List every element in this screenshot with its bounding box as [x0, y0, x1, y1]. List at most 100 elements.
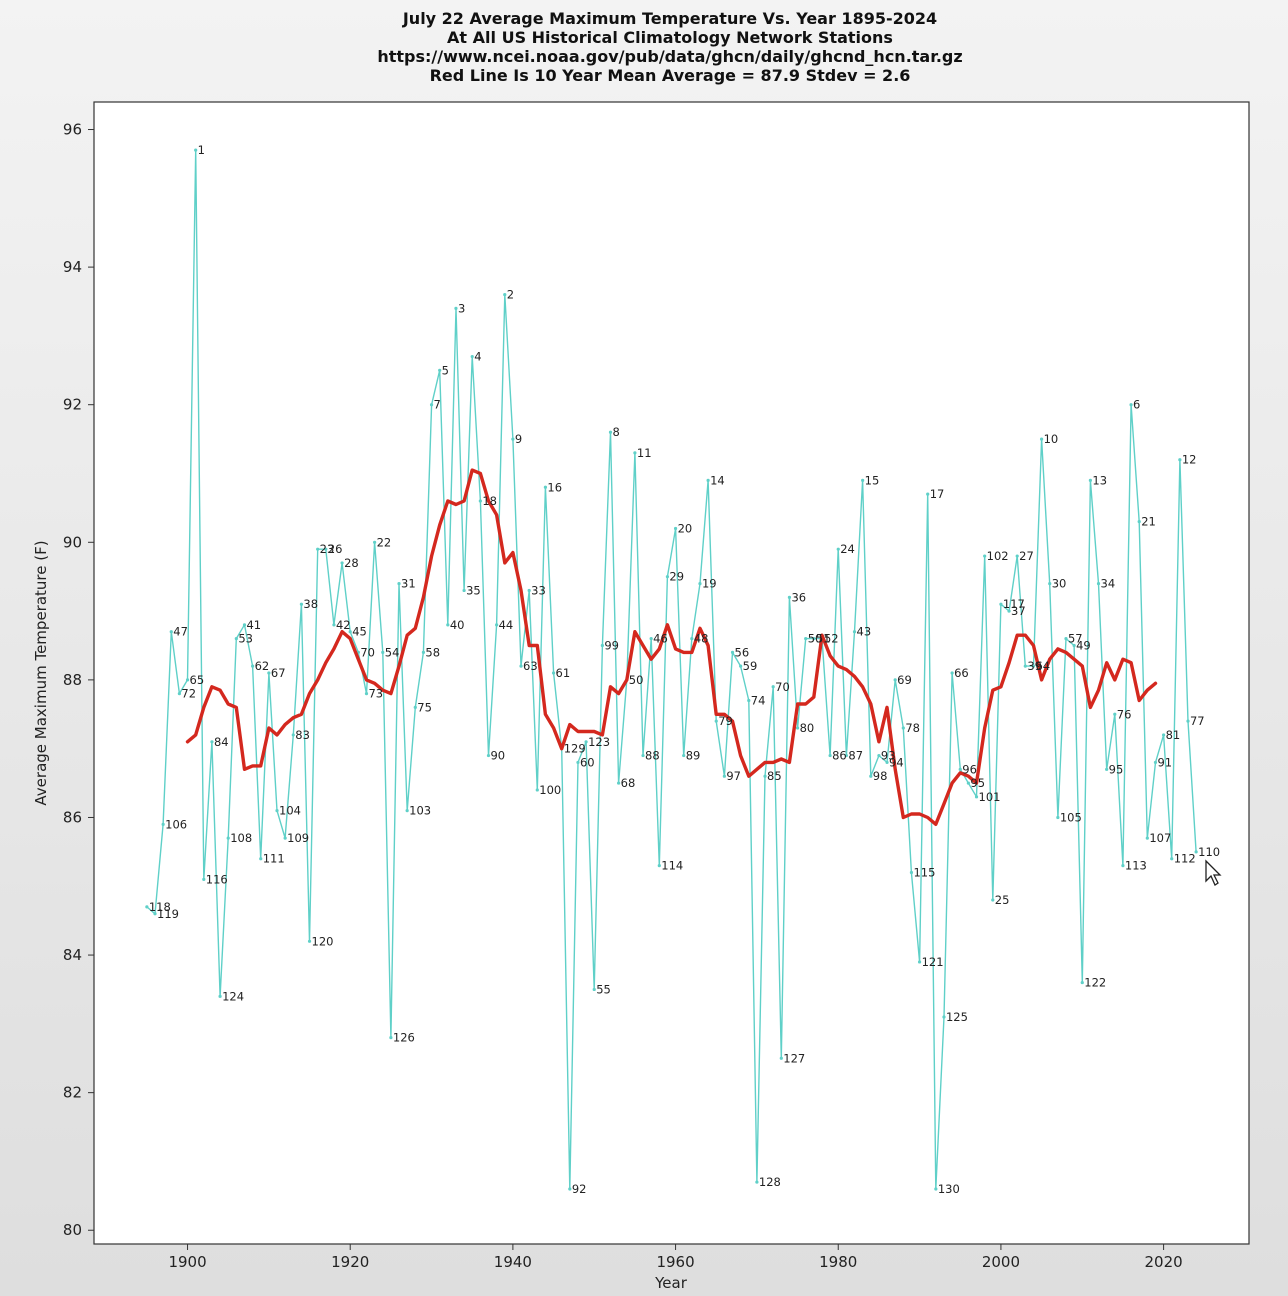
point-rank-label: 6: [1133, 398, 1140, 412]
point-rank-label: 95: [970, 776, 985, 790]
point-rank-label: 89: [686, 749, 701, 763]
series-line-daily-max: [146, 149, 1197, 1190]
point-rank-label: 93: [881, 749, 896, 763]
data-point: [861, 478, 865, 482]
point-rank-label: 122: [1084, 976, 1106, 990]
data-point: [316, 547, 320, 551]
point-rank-label: 42: [336, 618, 351, 632]
data-point: [1056, 815, 1060, 820]
data-point: [421, 650, 426, 654]
point-rank-label: 92: [572, 1182, 587, 1196]
point-rank-label: 43: [857, 625, 872, 639]
data-point: [177, 692, 182, 696]
data-point: [877, 753, 881, 758]
data-point: [1178, 458, 1182, 462]
point-rank-label: 62: [255, 659, 270, 673]
point-rank-label: 105: [1060, 810, 1082, 824]
data-point: [617, 781, 621, 785]
point-rank-label: 14: [710, 473, 725, 487]
data-point: [974, 795, 979, 799]
point-rank-label: 81: [1166, 728, 1181, 742]
point-rank-label: 104: [279, 804, 301, 818]
point-rank-label: 56: [735, 645, 750, 659]
point-rank-label: 20: [678, 522, 693, 536]
y-tick-label: 82: [63, 1084, 82, 1102]
title-line-3: https://www.ncei.noaa.gov/pub/data/ghcn/…: [377, 47, 962, 66]
x-axis-label: Year: [654, 1274, 688, 1292]
data-point: [185, 678, 190, 682]
daily-max-series: [145, 148, 1198, 1191]
data-point: [234, 637, 238, 641]
data-point: [1105, 767, 1109, 771]
point-rank-label: 58: [425, 645, 440, 659]
point-rank-label: 69: [897, 673, 912, 687]
point-rank-label: 97: [726, 769, 741, 783]
point-rank-label: 29: [669, 570, 684, 584]
point-rank-label: 26: [328, 542, 343, 556]
point-rank-label: 90: [490, 749, 505, 763]
point-rank-label: 96: [962, 762, 977, 776]
y-tick-label: 90: [63, 533, 82, 551]
data-point: [291, 733, 295, 737]
data-point: [454, 306, 458, 310]
point-rank-label: 77: [1190, 714, 1205, 728]
data-point: [340, 561, 344, 565]
point-rank-label: 4: [474, 350, 481, 364]
point-rank-label: 44: [499, 618, 514, 632]
x-tick-label: 1920: [331, 1253, 369, 1271]
data-point: [917, 960, 922, 964]
data-point: [226, 836, 230, 840]
data-point: [210, 740, 214, 744]
point-rank-label: 66: [954, 666, 969, 680]
point-rank-label: 57: [1068, 632, 1083, 646]
data-point: [503, 293, 507, 297]
x-axis: 1900 1920 1940 1960 1980 2000 2020: [168, 1244, 1183, 1271]
point-rank-label: 21: [1141, 515, 1156, 529]
point-rank-label: 74: [751, 694, 766, 708]
data-point: [348, 630, 352, 634]
point-rank-label: 111: [263, 852, 285, 866]
point-rank-label: 84: [214, 735, 229, 749]
data-point: [787, 595, 792, 599]
y-tick-label: 86: [63, 808, 82, 826]
data-point: [1194, 850, 1198, 854]
point-rank-label: 80: [800, 721, 815, 735]
data-point: [649, 637, 653, 641]
point-rank-label: 53: [238, 632, 253, 646]
point-rank-label: 13: [1092, 473, 1107, 487]
point-rank-label: 76: [1117, 707, 1132, 721]
data-point: [576, 760, 580, 765]
data-point: [1137, 520, 1141, 524]
point-rank-label: 60: [580, 755, 595, 769]
y-axis: 80 82 84 86 88 90 92 94 96: [63, 121, 94, 1239]
point-rank-label: 22: [377, 535, 392, 549]
data-point: [413, 705, 417, 709]
data-point: [495, 623, 499, 627]
y-tick-label: 94: [63, 258, 82, 276]
data-point: [633, 451, 637, 455]
point-rank-label: 116: [206, 872, 228, 886]
point-rank-label: 125: [946, 1010, 968, 1024]
point-rank-label: 117: [1003, 597, 1025, 611]
data-point: [836, 547, 840, 551]
data-point: [657, 864, 661, 868]
x-tick-label: 1940: [494, 1253, 532, 1271]
point-rank-label: 109: [287, 831, 309, 845]
point-rank-label: 130: [938, 1182, 960, 1196]
data-point: [991, 898, 995, 902]
point-rank-label: 61: [556, 666, 571, 680]
data-point: [804, 637, 808, 641]
point-rank-label: 121: [922, 955, 944, 969]
data-point: [828, 753, 832, 758]
data-point: [1007, 609, 1011, 613]
data-point: [438, 368, 442, 372]
point-rank-label: 118: [149, 900, 171, 914]
data-point: [722, 774, 726, 778]
data-point: [893, 678, 897, 682]
point-rank-label: 114: [661, 859, 683, 873]
point-rank-label: 7: [434, 398, 441, 412]
data-point: [1064, 637, 1068, 641]
rank-labels: 1181191064772651116841241085341621116710…: [149, 143, 1220, 1196]
title-line-2: At All US Historical Climatology Network…: [447, 28, 893, 47]
point-rank-label: 41: [246, 618, 261, 632]
